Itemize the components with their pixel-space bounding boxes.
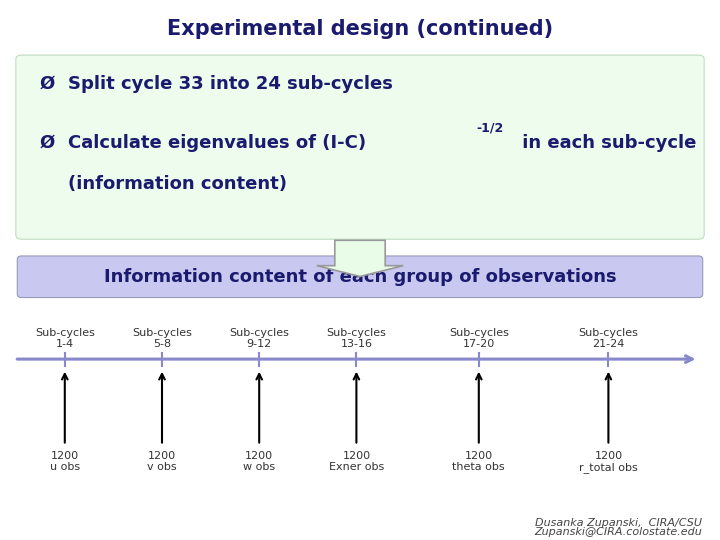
Text: Zupanski@CIRA.colostate.edu: Zupanski@CIRA.colostate.edu bbox=[534, 527, 702, 537]
Text: 1200
theta obs: 1200 theta obs bbox=[452, 451, 505, 472]
Text: Sub-cycles
5-8: Sub-cycles 5-8 bbox=[132, 328, 192, 349]
Text: Sub-cycles
9-12: Sub-cycles 9-12 bbox=[229, 328, 289, 349]
Text: Dusanka Zupanski,  CIRA/CSU: Dusanka Zupanski, CIRA/CSU bbox=[535, 518, 702, 528]
Text: Sub-cycles
21-24: Sub-cycles 21-24 bbox=[578, 328, 639, 349]
Text: Experimental design (continued): Experimental design (continued) bbox=[167, 19, 553, 39]
Text: Ø: Ø bbox=[40, 134, 55, 152]
Polygon shape bbox=[317, 240, 403, 276]
Text: Sub-cycles
1-4: Sub-cycles 1-4 bbox=[35, 328, 95, 349]
Text: Calculate eigenvalues of (I-C): Calculate eigenvalues of (I-C) bbox=[68, 134, 366, 152]
Text: 1200
u obs: 1200 u obs bbox=[50, 451, 80, 472]
Text: Split cycle 33 into 24 sub-cycles: Split cycle 33 into 24 sub-cycles bbox=[68, 75, 393, 93]
Text: 1200
Exner obs: 1200 Exner obs bbox=[329, 451, 384, 472]
FancyBboxPatch shape bbox=[17, 256, 703, 298]
Text: 1200
v obs: 1200 v obs bbox=[147, 451, 177, 472]
Text: Sub-cycles
13-16: Sub-cycles 13-16 bbox=[326, 328, 387, 349]
Text: Information content of each group of observations: Information content of each group of obs… bbox=[104, 268, 616, 286]
Text: in each sub-cycle: in each sub-cycle bbox=[516, 134, 697, 152]
Text: Sub-cycles
17-20: Sub-cycles 17-20 bbox=[449, 328, 509, 349]
FancyBboxPatch shape bbox=[16, 55, 704, 239]
Text: (information content): (information content) bbox=[68, 174, 287, 193]
Text: 1200
r_total obs: 1200 r_total obs bbox=[579, 451, 638, 474]
Text: Ø: Ø bbox=[40, 75, 55, 93]
Text: 1200
w obs: 1200 w obs bbox=[243, 451, 275, 472]
Text: -1/2: -1/2 bbox=[477, 122, 504, 134]
